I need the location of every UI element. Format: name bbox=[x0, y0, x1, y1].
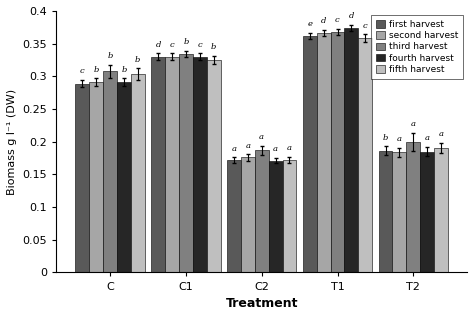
Bar bbox=[179, 54, 193, 273]
Bar bbox=[89, 82, 103, 273]
Bar bbox=[75, 83, 89, 273]
Bar bbox=[358, 38, 372, 273]
Bar bbox=[151, 57, 165, 273]
Bar bbox=[241, 158, 255, 273]
Text: a: a bbox=[273, 146, 278, 153]
Text: c: c bbox=[363, 22, 368, 30]
Text: d: d bbox=[321, 17, 326, 25]
Text: b: b bbox=[383, 134, 388, 142]
Bar bbox=[317, 33, 330, 273]
Text: a: a bbox=[425, 134, 430, 142]
Legend: first harvest, second harvest, third harvest, fourth harvest, fifth harvest: first harvest, second harvest, third har… bbox=[372, 16, 463, 79]
Bar bbox=[330, 32, 345, 273]
Bar bbox=[379, 151, 392, 273]
Text: b: b bbox=[93, 66, 99, 74]
Text: b: b bbox=[183, 38, 189, 46]
Text: e: e bbox=[307, 20, 312, 28]
Bar bbox=[283, 160, 296, 273]
Text: a: a bbox=[287, 144, 292, 152]
Text: a: a bbox=[411, 120, 416, 128]
Text: b: b bbox=[135, 56, 140, 64]
Text: c: c bbox=[197, 41, 202, 49]
Bar bbox=[255, 150, 269, 273]
Bar bbox=[165, 57, 179, 273]
Text: b: b bbox=[211, 43, 216, 51]
Text: a: a bbox=[259, 133, 264, 141]
Bar bbox=[227, 160, 241, 273]
Bar bbox=[434, 148, 448, 273]
Bar bbox=[406, 142, 420, 273]
Text: c: c bbox=[170, 41, 174, 49]
Bar bbox=[193, 57, 207, 273]
Bar bbox=[269, 161, 283, 273]
Bar bbox=[103, 71, 117, 273]
Text: d: d bbox=[155, 41, 161, 49]
Text: b: b bbox=[121, 66, 127, 74]
Text: a: a bbox=[397, 135, 402, 143]
Text: b: b bbox=[107, 52, 113, 60]
Bar bbox=[207, 60, 220, 273]
Bar bbox=[131, 74, 145, 273]
Bar bbox=[345, 28, 358, 273]
Text: a: a bbox=[245, 142, 250, 150]
Text: c: c bbox=[80, 67, 84, 75]
X-axis label: Treatment: Treatment bbox=[226, 297, 298, 310]
Text: a: a bbox=[438, 130, 444, 139]
Bar bbox=[420, 152, 434, 273]
Text: a: a bbox=[231, 145, 237, 153]
Y-axis label: Biomass g l⁻¹ (DW): Biomass g l⁻¹ (DW) bbox=[7, 89, 17, 195]
Bar bbox=[117, 82, 131, 273]
Bar bbox=[392, 152, 406, 273]
Bar bbox=[303, 36, 317, 273]
Text: d: d bbox=[349, 12, 354, 20]
Text: c: c bbox=[335, 16, 340, 24]
